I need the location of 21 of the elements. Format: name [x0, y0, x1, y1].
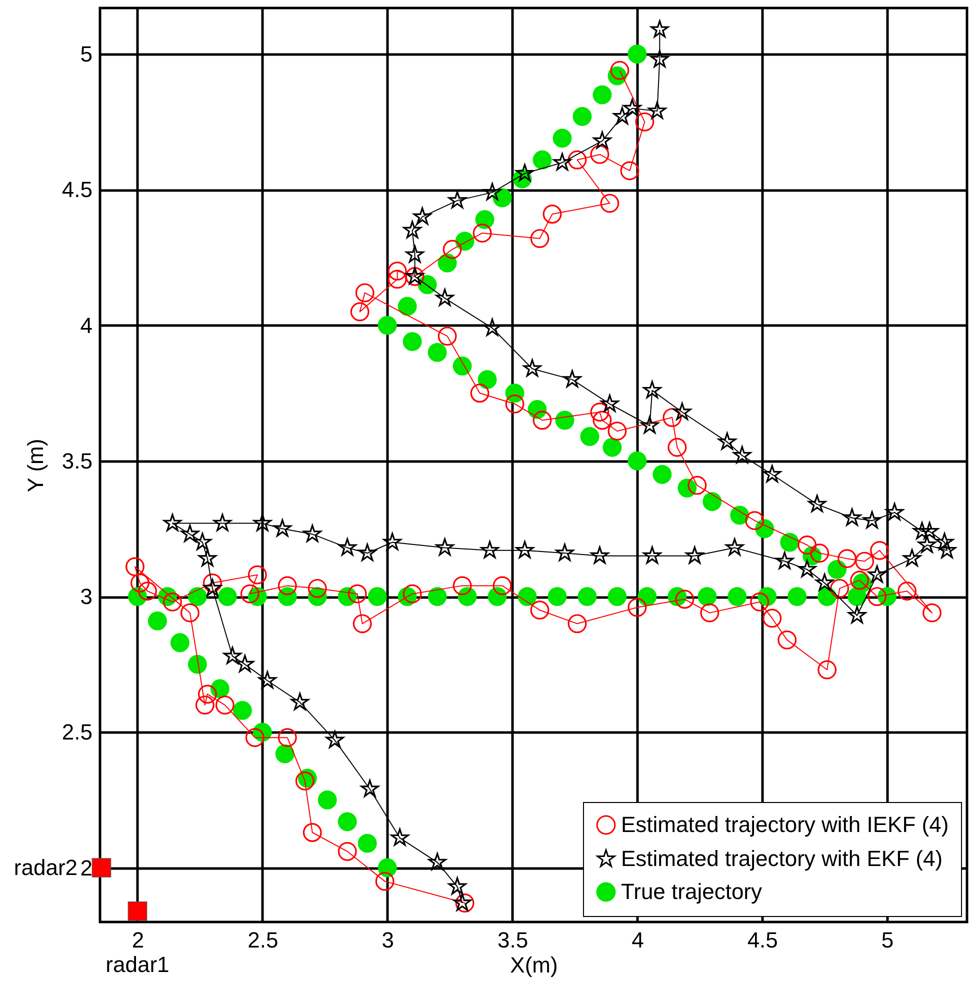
- x-axis-title: X(m): [510, 952, 558, 978]
- annotation: radar1: [106, 952, 170, 978]
- x-tick-label: 5: [881, 928, 894, 952]
- x-tick-label: 3.5: [497, 928, 528, 952]
- legend-label: Estimated trajectory with IEKF (4): [621, 812, 949, 837]
- x-tick-label: 4: [632, 928, 644, 952]
- y-tick-label: 2.5: [62, 720, 92, 745]
- legend-label: True trajectory: [621, 879, 762, 904]
- x-tick-label: 2: [132, 928, 144, 952]
- y-tick-label: 5: [80, 42, 92, 67]
- annotation: radar2: [14, 854, 78, 880]
- y-tick-label: 4.5: [62, 177, 92, 202]
- x-tick-label: 3: [382, 928, 394, 952]
- x-tick-label: 2.5: [248, 928, 278, 952]
- y-tick-label: 3: [80, 584, 92, 610]
- x-tick-label: 4.5: [747, 928, 778, 952]
- y-axis-title: Y (m): [22, 438, 48, 492]
- y-tick-label: 3.5: [62, 448, 92, 474]
- y-tick-label: 4: [80, 312, 92, 338]
- legend-label: Estimated trajectory with EKF (4): [621, 846, 943, 871]
- y-tick-label: 2: [80, 855, 92, 880]
